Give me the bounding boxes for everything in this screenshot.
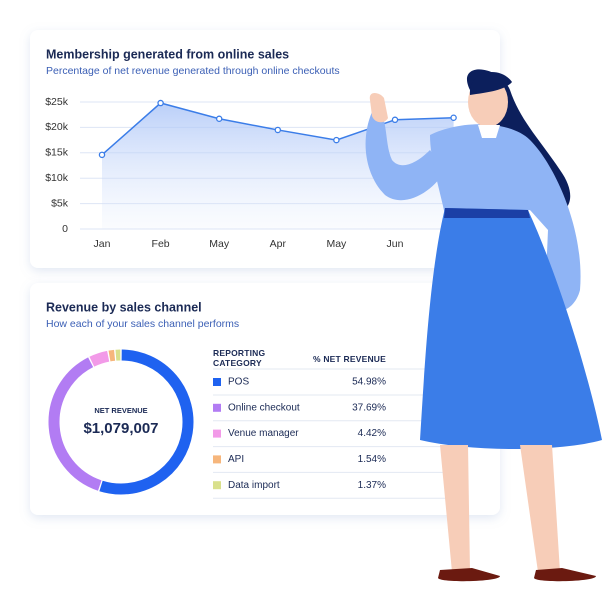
point	[157, 99, 164, 107]
donut-segment	[108, 349, 116, 362]
legs	[440, 445, 560, 572]
value-label: 54.98%	[352, 377, 386, 388]
table-header: % NET REVENUE	[313, 354, 386, 364]
value-label: 4.42%	[358, 428, 386, 439]
hand	[369, 93, 388, 123]
chart-title: Membership generated from online sales	[46, 47, 289, 61]
swatch	[213, 481, 221, 490]
value-label: 1.54%	[358, 454, 386, 465]
y-tick-label: $10k	[45, 172, 69, 184]
point	[450, 114, 457, 121]
woman-illustration	[365, 69, 602, 582]
blouse	[430, 124, 581, 311]
y-tick-label: 0	[62, 223, 68, 235]
chart-subtitle: Percentage of net revenue generated thro…	[46, 65, 340, 77]
x-tick-label: Feb	[152, 238, 170, 250]
charts: Membership generated from online sales Pe…	[45, 47, 480, 499]
chart-subtitle: How each of your sales channel performs	[46, 318, 239, 330]
y-tick-label: $15k	[45, 147, 69, 159]
category-label: API	[228, 454, 244, 465]
swatch	[213, 378, 221, 386]
category-label: POS	[228, 377, 249, 388]
y-tick-label: $20k	[45, 121, 69, 133]
point	[333, 136, 340, 144]
x-tick-label: Apr	[270, 238, 287, 250]
table-header: REPORTING CATEGORY	[213, 348, 266, 368]
center-label: NET REVENUE	[94, 406, 147, 415]
collar	[478, 125, 500, 138]
donut-segment	[99, 349, 194, 495]
skirt	[420, 208, 602, 449]
shoes	[438, 568, 596, 582]
x-tick-label: May	[209, 238, 230, 250]
point	[215, 115, 223, 123]
swatch	[213, 429, 221, 438]
value-label: 37.69%	[352, 402, 386, 413]
point	[274, 126, 282, 134]
arm	[365, 110, 445, 201]
swatch	[213, 455, 221, 464]
area	[102, 103, 454, 229]
hair-top	[469, 72, 512, 95]
belt	[444, 208, 530, 218]
category-label: Data import	[228, 480, 280, 491]
x-tick-label: May	[326, 238, 347, 250]
value-label: 1.37%	[358, 480, 386, 491]
card	[30, 283, 500, 515]
donut-segment	[48, 357, 102, 491]
chart-title: Revenue by sales channel	[46, 300, 202, 314]
y-tick-label: $5k	[51, 197, 69, 209]
donut-segment	[89, 350, 110, 367]
point	[98, 151, 106, 159]
y-tick-label: $25k	[45, 96, 69, 108]
point	[391, 116, 399, 124]
x-tick-label: Jun	[387, 238, 404, 250]
swatch	[213, 403, 221, 412]
x-tick-label: Jan	[94, 238, 111, 250]
category-label: Venue manager	[228, 428, 299, 439]
center-value: $1,079,007	[83, 420, 158, 437]
category-label: Online checkout	[228, 402, 300, 413]
